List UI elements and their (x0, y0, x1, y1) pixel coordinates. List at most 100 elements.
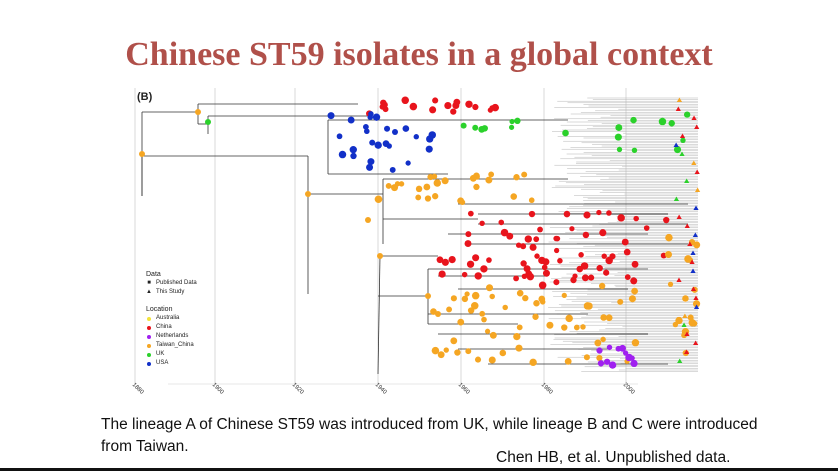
tree-grid (134, 88, 638, 385)
tree-node (432, 193, 439, 200)
tree-node (382, 140, 390, 147)
tree-node (385, 182, 392, 189)
tree-node (601, 253, 607, 259)
tree-nodes (139, 96, 701, 369)
tip-triangle (673, 142, 679, 147)
tree-node (336, 133, 343, 140)
tree-node (583, 302, 592, 310)
tree-node (474, 356, 482, 363)
tree-node (481, 316, 487, 323)
tree-node (630, 277, 638, 285)
tree-node (461, 295, 469, 303)
panel-label: (B) (137, 91, 153, 103)
tree-node (486, 257, 492, 263)
legend-item: USA (146, 359, 197, 368)
tree-node (668, 120, 675, 127)
tree-node (377, 253, 383, 259)
tree-branch (377, 255, 381, 375)
legend-item: Australia (146, 314, 197, 323)
tree-node (663, 216, 670, 224)
tree-node (427, 173, 434, 181)
tree-node (480, 265, 488, 273)
legend-item: Netherlands (146, 332, 197, 341)
tree-node (441, 177, 449, 185)
tree-node (598, 282, 606, 290)
tree-node (372, 113, 381, 121)
tree-node (594, 339, 602, 347)
tip-triangle (682, 313, 688, 318)
tree-node (454, 349, 461, 356)
tree-node (625, 353, 633, 362)
tip-triangle (693, 304, 700, 309)
tree-node (600, 314, 607, 321)
legend-dot (147, 343, 151, 348)
legend-item: China (146, 323, 197, 332)
tree-node (682, 295, 689, 302)
tree-node (464, 291, 470, 297)
tree-node (469, 174, 477, 182)
tree-node (502, 304, 508, 311)
tree-node (523, 265, 531, 273)
tree-node (446, 306, 453, 313)
tree-node (538, 295, 546, 303)
tree-node (391, 184, 399, 192)
tip-triangle (684, 223, 690, 228)
tree-node (473, 183, 480, 191)
tree-node (606, 210, 612, 216)
tree-node (484, 328, 491, 334)
tip-triangle (693, 340, 699, 345)
tip-triangle (676, 214, 682, 219)
tree-node (622, 350, 629, 356)
tree-node (338, 150, 347, 159)
tree-node (305, 191, 311, 197)
tree-node (474, 272, 482, 280)
tree-node (616, 146, 623, 153)
tree-node (520, 243, 527, 250)
tree-node (528, 210, 536, 218)
tree-node (392, 129, 399, 136)
tree-node (429, 106, 437, 114)
tree-node (580, 324, 586, 330)
tree-node (692, 300, 701, 308)
tree-node (366, 163, 374, 171)
tree-node (413, 134, 419, 140)
tree-node (509, 118, 515, 125)
tree-node (415, 185, 423, 193)
tree-node (533, 236, 540, 243)
tree-node (471, 301, 479, 310)
tip-triangle (693, 205, 699, 210)
tip-triangle (676, 277, 682, 282)
tree-node (672, 321, 679, 328)
tree-node (563, 210, 571, 218)
tree-node (467, 307, 475, 314)
tree-node (424, 195, 432, 202)
tree-node (472, 254, 480, 262)
legend-dot (147, 334, 151, 339)
tree-node (664, 250, 673, 259)
tree-node (615, 124, 623, 132)
tree-node (402, 125, 410, 132)
tree-node (365, 217, 371, 223)
tree-node (489, 331, 497, 339)
tree-node (465, 100, 473, 108)
tree-node (465, 348, 472, 355)
tree-node (453, 98, 461, 106)
tree-node (569, 226, 575, 232)
tree-node (450, 337, 458, 345)
legend-label: Australia (156, 315, 180, 321)
tree-node (374, 195, 383, 204)
tree-node (581, 274, 589, 282)
legend-label: China (156, 324, 172, 330)
tree-node (450, 108, 457, 115)
tree-node (405, 160, 411, 166)
tree-node (553, 235, 559, 242)
tree-node (533, 300, 540, 307)
tree-branches (141, 103, 688, 375)
tree-node (516, 289, 524, 297)
legend-label: This Study (156, 289, 185, 295)
legend-item: UK (146, 350, 197, 359)
legend-label: Taiwan_China (156, 342, 194, 348)
tree-node (520, 260, 527, 267)
tree-node (538, 281, 547, 290)
tree-node (349, 146, 357, 154)
